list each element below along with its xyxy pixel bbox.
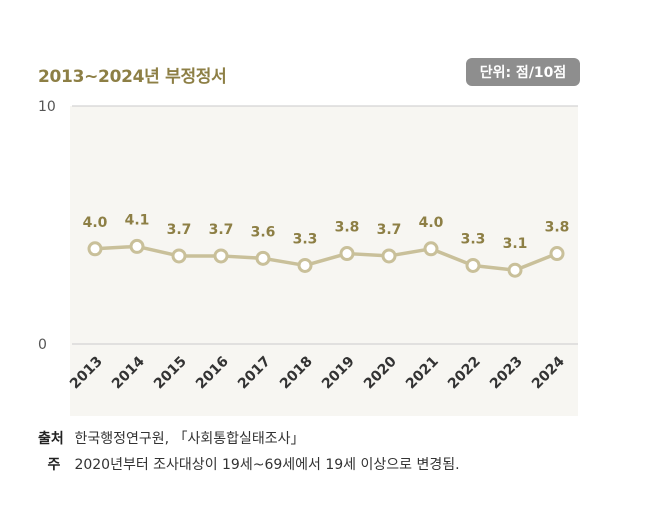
data-label: 4.1 — [125, 212, 150, 228]
unit-badge: 단위: 점/10점 — [466, 58, 580, 86]
data-point — [129, 238, 145, 254]
data-label: 3.7 — [209, 222, 234, 238]
note-line: 주 2020년부터 조사대상이 19세~69세에서 19세 이상으로 변경됨. — [38, 454, 460, 474]
source-key: 출처 — [38, 431, 64, 447]
line-chart: 0 10 4.0 2013 4.1 2014 3.7 2015 3.7 2016 3.6 2017 3.… — [38, 99, 578, 393]
series-line — [94, 244, 558, 272]
x-tick-label: 2013 — [67, 354, 106, 393]
x-tick-label: 2019 — [319, 354, 358, 393]
data-point — [255, 250, 271, 266]
data-point — [213, 248, 229, 264]
x-tick-label: 2024 — [529, 353, 568, 392]
data-point — [549, 246, 565, 262]
data-label: 3.7 — [377, 222, 402, 238]
data-point — [87, 241, 103, 257]
data-point — [465, 257, 481, 273]
x-tick-label: 2015 — [151, 354, 190, 393]
note-key: 주 — [47, 457, 61, 473]
x-tick-label: 2017 — [235, 354, 274, 393]
x-tick-label: 2021 — [403, 354, 442, 393]
data-label: 3.1 — [503, 236, 528, 252]
data-point — [339, 246, 355, 262]
data-point — [381, 248, 397, 264]
data-label: 3.3 — [461, 231, 486, 247]
data-label: 4.0 — [83, 215, 108, 231]
y-tick-label: 10 — [38, 99, 56, 115]
data-point — [423, 241, 439, 257]
x-tick-label: 2014 — [109, 353, 148, 392]
data-label: 3.8 — [545, 220, 570, 236]
source-text: 한국행정연구원, 「사회통합실태조사」 — [74, 431, 305, 447]
data-point — [297, 257, 313, 273]
x-tick-label: 2022 — [445, 354, 484, 393]
data-label: 3.8 — [335, 220, 360, 236]
x-tick-label: 2023 — [487, 354, 526, 393]
data-label: 3.7 — [167, 222, 192, 238]
data-label: 4.0 — [419, 215, 444, 231]
data-label: 3.3 — [293, 231, 318, 247]
x-tick-label: 2016 — [193, 354, 232, 393]
x-tick-label: 2020 — [361, 353, 400, 392]
data-point — [507, 262, 523, 278]
data-point — [171, 248, 187, 264]
x-tick-label: 2018 — [277, 354, 316, 393]
note-text: 2020년부터 조사대상이 19세~69세에서 19세 이상으로 변경됨. — [74, 457, 460, 473]
source-line: 출처 한국행정연구원, 「사회통합실태조사」 — [38, 428, 305, 448]
data-label: 3.6 — [251, 224, 276, 240]
y-tick-label: 0 — [38, 337, 47, 353]
chart-title: 2013~2024년 부정정서 — [38, 67, 227, 87]
